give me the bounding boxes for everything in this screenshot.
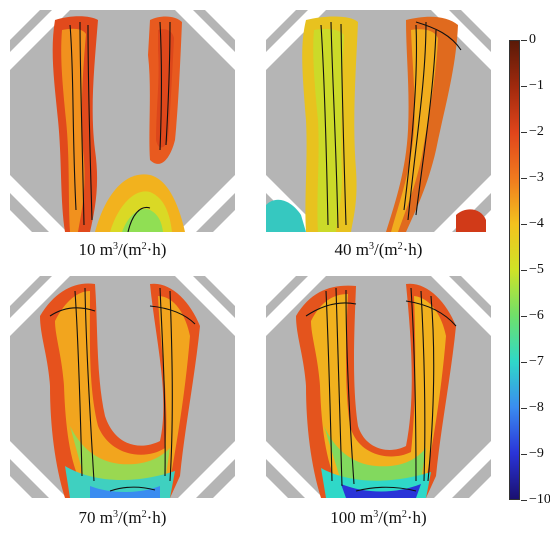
colorbar-tick <box>521 499 527 501</box>
caption-unit: ·h) <box>402 240 423 259</box>
colorbar-tick <box>521 407 527 409</box>
caption-value: 100 <box>330 508 356 527</box>
caption-unit: ·h) <box>146 508 167 527</box>
panel-100-flow <box>266 276 491 498</box>
caption-unit: ·h) <box>146 240 167 259</box>
colorbar-tick-label: −3 <box>529 170 544 185</box>
colorbar-tick <box>521 315 527 317</box>
caption-sup: 2 <box>141 509 147 520</box>
caption-sup: 2 <box>397 241 403 252</box>
colorbar-tick <box>521 85 527 87</box>
caption-unit: /(m <box>118 240 142 259</box>
caption-unit: m <box>351 240 370 259</box>
flow-field-image-4 <box>266 276 491 498</box>
colorbar-tick-label: 0 <box>529 32 536 47</box>
caption-unit: m <box>95 240 114 259</box>
caption-value: 40 <box>334 240 352 259</box>
caption-value: 10 <box>78 240 96 259</box>
colorbar-tick <box>521 39 527 41</box>
caption-sup: 3 <box>113 241 119 252</box>
colorbar-tick-label: −8 <box>529 400 544 415</box>
colorbar-tick-label: −7 <box>529 354 544 369</box>
panel-40-flow <box>266 10 491 232</box>
caption-unit: m <box>355 508 374 527</box>
caption-10-flow: 10 m3/(m2·h) <box>10 240 235 260</box>
flow-field-image-1 <box>10 10 235 232</box>
colorbar-tick-label: −6 <box>529 308 544 323</box>
colorbar-tick-label: −10 <box>529 492 550 507</box>
colorbar-tick-label: −2 <box>529 124 544 139</box>
colorbar <box>509 40 520 500</box>
panel-70-flow <box>10 276 235 498</box>
colorbar-tick-label: −9 <box>529 446 544 461</box>
colorbar-tick <box>521 223 527 225</box>
caption-unit: ·h) <box>406 508 427 527</box>
colorbar-tick-label: −4 <box>529 216 544 231</box>
caption-sup: 3 <box>369 241 375 252</box>
caption-sup: 3 <box>113 509 119 520</box>
caption-unit: /(m <box>374 240 398 259</box>
caption-sup: 2 <box>141 241 147 252</box>
colorbar-tick <box>521 269 527 271</box>
caption-sup: 2 <box>401 509 407 520</box>
flow-field-image-3 <box>10 276 235 498</box>
caption-unit: m <box>95 508 114 527</box>
flow-field-image-2 <box>266 10 491 232</box>
colorbar-tick-label: −5 <box>529 262 544 277</box>
caption-sup: 3 <box>373 509 379 520</box>
caption-70-flow: 70 m3/(m2·h) <box>10 508 235 528</box>
colorbar-tick <box>521 177 527 179</box>
caption-value: 70 <box>78 508 96 527</box>
caption-40-flow: 40 m3/(m2·h) <box>266 240 491 260</box>
colorbar-tick-label: −1 <box>529 78 544 93</box>
caption-unit: /(m <box>118 508 142 527</box>
caption-unit: /(m <box>378 508 402 527</box>
panel-10-flow <box>10 10 235 232</box>
caption-100-flow: 100 m3/(m2·h) <box>266 508 491 528</box>
colorbar-tick <box>521 361 527 363</box>
colorbar-tick <box>521 131 527 133</box>
colorbar-tick <box>521 453 527 455</box>
